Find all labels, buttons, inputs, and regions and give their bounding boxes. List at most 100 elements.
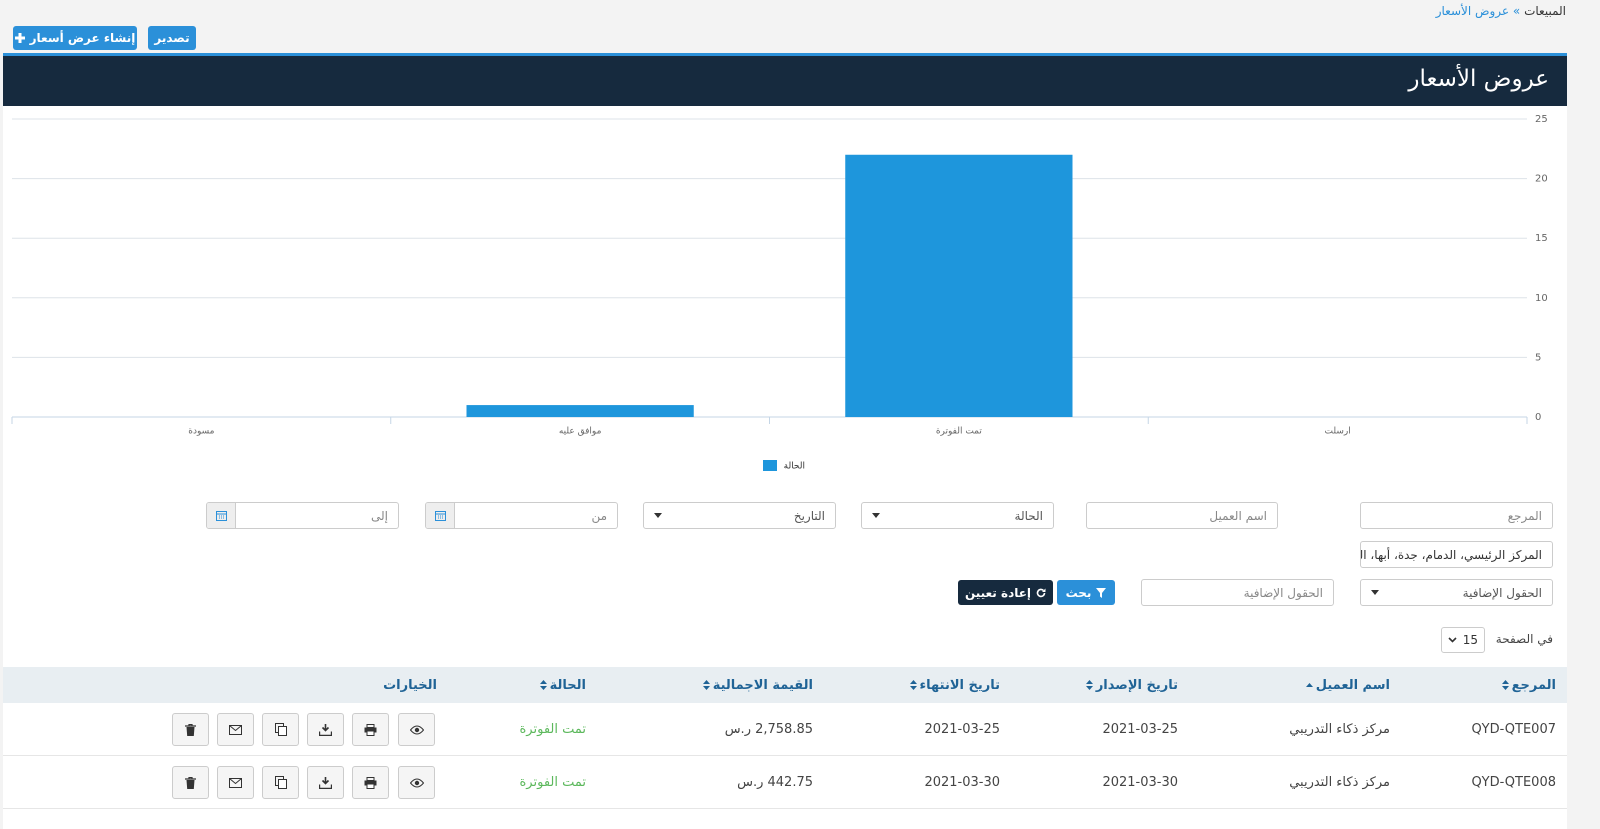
cell-text: مركز ذكاء التدريبي — [1289, 775, 1390, 790]
per-page-label: في الصفحة — [1495, 632, 1553, 646]
extra-fields-input[interactable]: الحقول الإضافية — [1141, 579, 1334, 606]
select-text: الحالة — [1014, 508, 1043, 523]
column-header[interactable]: المرجع — [1501, 667, 1556, 703]
cell-text: القيمة الاجمالية — [712, 677, 813, 693]
status-select[interactable]: الحالة — [861, 502, 1054, 529]
branches-select[interactable]: المركز الرئيسي، الدمام، جدة، أبها، الخ — [1360, 541, 1553, 568]
row-divider — [3, 755, 1567, 756]
placeholder: اسم العميل — [1209, 508, 1267, 523]
column-header[interactable]: اسم العميل — [1305, 667, 1390, 703]
action-button[interactable] — [307, 713, 344, 746]
x-tick-label: تمت الفوترة — [936, 427, 983, 437]
cell-text: 2021-03-30 — [924, 775, 1000, 790]
cell-text: اسم العميل — [1315, 677, 1390, 693]
table-header — [3, 667, 1567, 703]
select-text: التاريخ — [793, 508, 825, 523]
table-cell: 2021-03-30 — [924, 756, 1000, 809]
select-text: الحقول الإضافية — [1462, 585, 1542, 600]
action-button[interactable] — [217, 766, 254, 799]
table-cell: QYD-QTE007 — [1471, 703, 1556, 756]
row-divider — [3, 808, 1567, 809]
column-header[interactable]: تاريخ الإصدار — [1085, 667, 1178, 703]
column-header: الخيارات — [383, 667, 437, 703]
action-button[interactable] — [262, 766, 299, 799]
column-header[interactable]: تاريخ الانتهاء — [909, 667, 1000, 703]
per-page-value: 15 — [1462, 633, 1478, 647]
table-cell: 442.75 ر.س — [737, 756, 813, 809]
action-button[interactable] — [172, 713, 209, 746]
export-button[interactable]: تصدير — [148, 26, 196, 50]
placeholder: الحقول الإضافية — [1243, 585, 1323, 600]
reset-label: إعادة تعيين — [964, 585, 1032, 600]
bar — [845, 154, 1073, 417]
action-button[interactable] — [398, 713, 435, 746]
column-header[interactable]: الحالة — [539, 667, 586, 703]
search-button[interactable]: بحث — [1057, 580, 1115, 605]
cell-text: QYD-QTE007 — [1471, 722, 1556, 737]
cell-text: المرجع — [1511, 677, 1556, 693]
action-button[interactable] — [307, 766, 344, 799]
y-tick-label: 15 — [1535, 233, 1548, 244]
action-button[interactable] — [398, 766, 435, 799]
cell-text: تمت الفوترة — [519, 722, 587, 737]
legend-label: الحالة — [784, 462, 805, 472]
cell-text: الحالة — [549, 677, 586, 693]
page-title: عروض الأسعار — [1408, 66, 1549, 92]
cell-text: 2021-03-30 — [1102, 775, 1178, 790]
table-cell: 2021-03-30 — [1102, 756, 1178, 809]
cell-text: 2021-03-25 — [924, 722, 1000, 737]
header-bar: عروض الأسعار — [3, 53, 1567, 106]
y-tick-label: 20 — [1535, 174, 1548, 185]
from-date[interactable]: من — [425, 502, 618, 529]
table-cell: 2021-03-25 — [924, 703, 1000, 756]
action-button[interactable] — [352, 713, 389, 746]
x-tick-label: مسودة — [188, 427, 214, 437]
cell-text: 442.75 ر.س — [737, 775, 813, 790]
table-cell: مركز ذكاء التدريبي — [1289, 703, 1390, 756]
y-tick-label: 25 — [1535, 114, 1548, 125]
action-button[interactable] — [352, 766, 389, 799]
action-button[interactable] — [172, 766, 209, 799]
breadcrumb-current: عروض الأسعار — [1435, 4, 1510, 18]
cell-text: مركز ذكاء التدريبي — [1289, 722, 1390, 737]
bar — [466, 405, 694, 417]
cell-text: تمت الفوترة — [519, 775, 587, 790]
panel — [3, 106, 1567, 829]
cell-text: 2021-03-25 — [1102, 722, 1178, 737]
cell-text: تاريخ الانتهاء — [919, 677, 1000, 693]
breadcrumb: المبيعات » عروض الأسعار — [1435, 4, 1566, 18]
column-header[interactable]: القيمة الاجمالية — [702, 667, 813, 703]
export-label: تصدير — [154, 31, 190, 45]
extra-fields-select[interactable]: الحقول الإضافية — [1360, 579, 1553, 606]
client-filter[interactable]: اسم العميل — [1086, 502, 1278, 529]
date-select[interactable]: التاريخ — [643, 502, 836, 529]
placeholder: إلى — [371, 508, 388, 523]
select-text: المركز الرئيسي، الدمام، جدة، أبها، الخ — [1360, 547, 1542, 562]
placeholder: المرجع — [1507, 508, 1542, 523]
table-cell: تمت الفوترة — [520, 703, 587, 756]
x-tick-label: موافق عليه — [559, 427, 602, 437]
y-tick-label: 0 — [1535, 412, 1541, 423]
action-button[interactable] — [262, 713, 299, 746]
search-label: بحث — [1065, 585, 1092, 600]
table-cell: تمت الفوترة — [520, 756, 587, 809]
action-button[interactable] — [217, 713, 254, 746]
reference-filter[interactable]: المرجع — [1360, 502, 1553, 529]
cell-text: 2,758.85 ر.س — [724, 722, 813, 737]
cell-text: QYD-QTE008 — [1471, 775, 1556, 790]
table-cell: مركز ذكاء التدريبي — [1289, 756, 1390, 809]
placeholder: من — [591, 508, 607, 523]
table-cell: QYD-QTE008 — [1471, 756, 1556, 809]
table-cell: 2,758.85 ر.س — [725, 703, 813, 756]
per-page-select[interactable]: 15 — [1441, 627, 1485, 653]
cell-text: الخيارات — [383, 677, 437, 693]
chart: 0 5 10 15 20 25 مسودة موافق عليه تمت الفوترة ارسل… — [11, 114, 1548, 472]
legend-swatch — [763, 460, 777, 471]
to-date[interactable]: إلى — [206, 502, 399, 529]
create-label: إنشاء عرض أسعار — [29, 31, 136, 45]
reset-button[interactable]: إعادة تعيين — [958, 580, 1053, 605]
y-tick-label: 10 — [1535, 293, 1548, 304]
breadcrumb-parent[interactable]: المبيعات — [1524, 4, 1566, 18]
create-button[interactable]: إنشاء عرض أسعار — [13, 26, 137, 50]
